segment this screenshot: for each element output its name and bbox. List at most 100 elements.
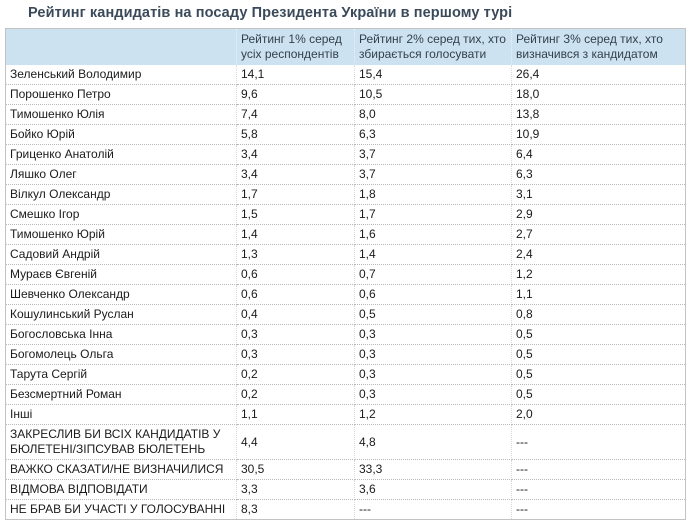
rating-value: 9,6 <box>236 84 355 105</box>
table-row: ВІДМОВА ВІДПОВІДАТИ 3,3 3,6 --- <box>5 479 686 500</box>
rating-value: 0,5 <box>511 344 686 365</box>
table-row: Богомолець Ольга 0,3 0,3 0,5 <box>5 344 686 365</box>
candidate-name: Смешко Ігор <box>5 204 237 225</box>
rating-value: 1,1 <box>236 404 355 425</box>
rating-value: 0,3 <box>354 364 512 385</box>
table-row: Зеленський Володимир 14,1 15,4 26,4 <box>5 65 686 85</box>
rating-value: 33,3 <box>354 459 512 480</box>
rating-value: 1,1 <box>511 284 686 305</box>
candidate-name: Шевченко Олександр <box>5 284 237 305</box>
rating-value: 26,4 <box>511 65 686 85</box>
rating-value: 0,6 <box>236 284 355 305</box>
rating-value: 10,5 <box>354 84 512 105</box>
rating-value: 0,4 <box>236 304 355 325</box>
table-row: Смешко Ігор 1,5 1,7 2,9 <box>5 204 686 225</box>
rating-value: 0,8 <box>511 304 686 325</box>
rating-value: 1,7 <box>354 204 512 225</box>
table-row: Богословська Інна 0,3 0,3 0,5 <box>5 324 686 345</box>
rating-value: 3,4 <box>236 164 355 185</box>
rating-value: 0,3 <box>236 344 355 365</box>
rating-value: 3,4 <box>236 144 355 165</box>
rating-value: 1,5 <box>236 204 355 225</box>
candidate-name: Тимошенко Юрій <box>5 224 237 245</box>
rating-value: 4,4 <box>236 424 355 460</box>
candidate-name: Мураєв Євгеній <box>5 264 237 285</box>
rating-value: 3,6 <box>354 479 512 500</box>
rating-value: 0,5 <box>511 384 686 405</box>
candidate-name: Порошенко Петро <box>5 84 237 105</box>
rating-value: 0,5 <box>354 304 512 325</box>
ratings-table: Рейтинг 1% серед усіх респондентів Рейти… <box>5 28 686 520</box>
table-row: Гриценко Анатолій 3,4 3,7 6,4 <box>5 144 686 165</box>
rating-value: --- <box>511 424 686 460</box>
rating-value: 3,3 <box>236 479 355 500</box>
rating-value: 1,2 <box>354 404 512 425</box>
candidate-name: Бойко Юрій <box>5 124 237 145</box>
table-row: Ляшко Олег 3,4 3,7 6,3 <box>5 164 686 185</box>
rating-value: 5,8 <box>236 124 355 145</box>
rating-value: 15,4 <box>354 65 512 85</box>
table-row: Інші 1,1 1,2 2,0 <box>5 404 686 425</box>
table-row: Тарута Сергій 0,2 0,3 0,5 <box>5 364 686 385</box>
rating-value: 1,4 <box>236 224 355 245</box>
table-row: Порошенко Петро 9,6 10,5 18,0 <box>5 84 686 105</box>
rating-value: 3,1 <box>511 184 686 205</box>
header-row: Рейтинг 1% серед усіх респондентів Рейти… <box>5 28 686 65</box>
table-row: Шевченко Олександр 0,6 0,6 1,1 <box>5 284 686 305</box>
rating-value: 2,7 <box>511 224 686 245</box>
candidate-name: Безсмертний Роман <box>5 384 237 405</box>
rating-value: --- <box>511 499 686 520</box>
rating-value: 6,3 <box>354 124 512 145</box>
rating-value: 1,7 <box>236 184 355 205</box>
candidate-name: Тимошенко Юлія <box>5 104 237 125</box>
rating-value: 0,2 <box>236 384 355 405</box>
header-rating-2-percent: Рейтинг 2% серед тих, хто збирається гол… <box>354 28 512 65</box>
table-row: Тимошенко Юрій 1,4 1,6 2,7 <box>5 224 686 245</box>
table-row: Тимошенко Юлія 7,4 8,0 13,8 <box>5 104 686 125</box>
candidate-name: Богомолець Ольга <box>5 344 237 365</box>
candidate-name: Зеленський Володимир <box>5 65 237 85</box>
candidate-name: Інші <box>5 404 237 425</box>
table-row: Мураєв Євгеній 0,6 0,7 1,2 <box>5 264 686 285</box>
header-rating-3-percent: Рейтинг 3% серед тих, хто визначився з к… <box>511 28 686 65</box>
rating-value: 0,5 <box>511 324 686 345</box>
table-header: Рейтинг 1% серед усіх респондентів Рейти… <box>5 28 686 65</box>
table-row: Вілкул Олександр 1,7 1,8 3,1 <box>5 184 686 205</box>
rating-value: --- <box>511 459 686 480</box>
rating-value: 3,7 <box>354 164 512 185</box>
candidate-name: Вілкул Олександр <box>5 184 237 205</box>
rating-value: 8,0 <box>354 104 512 125</box>
rating-value: 1,8 <box>354 184 512 205</box>
rating-value: 0,3 <box>236 324 355 345</box>
page-title: Рейтинг кандидатів на посаду Президента … <box>28 5 513 21</box>
page: Рейтинг кандидатів на посаду Президента … <box>0 5 690 520</box>
rating-value: 2,0 <box>511 404 686 425</box>
table-row: Садовий Андрій 1,3 1,4 2,4 <box>5 244 686 265</box>
candidate-name: НЕ БРАВ БИ УЧАСТІ У ГОЛОСУВАННІ <box>5 499 237 520</box>
rating-value: 0,6 <box>354 284 512 305</box>
rating-value: 1,4 <box>354 244 512 265</box>
table-body: Зеленський Володимир 14,1 15,4 26,4 Порошенк… <box>5 65 686 520</box>
rating-value: 0,2 <box>236 364 355 385</box>
rating-value: 13,8 <box>511 104 686 125</box>
candidate-name: ВІДМОВА ВІДПОВІДАТИ <box>5 479 237 500</box>
rating-value: 1,6 <box>354 224 512 245</box>
header-rating-1-percent: Рейтинг 1% серед усіх респондентів <box>236 28 355 65</box>
table-row: ЗАКРЕСЛИВ БИ ВСІХ КАНДИДАТІВ У БЮЛЕТЕНІ/… <box>5 424 686 460</box>
rating-value: 4,8 <box>354 424 512 460</box>
candidate-name: Садовий Андрій <box>5 244 237 265</box>
candidate-name: Тарута Сергій <box>5 364 237 385</box>
candidate-name: ВАЖКО СКАЗАТИ/НЕ ВИЗНАЧИЛИСЯ <box>5 459 237 480</box>
candidate-name: Богословська Інна <box>5 324 237 345</box>
candidate-name: Ляшко Олег <box>5 164 237 185</box>
rating-value: 7,4 <box>236 104 355 125</box>
rating-value: 6,4 <box>511 144 686 165</box>
rating-value: 0,5 <box>511 364 686 385</box>
rating-value: 1,2 <box>511 264 686 285</box>
table-row: Бойко Юрій 5,8 6,3 10,9 <box>5 124 686 145</box>
table-row: НЕ БРАВ БИ УЧАСТІ У ГОЛОСУВАННІ 8,3 --- --- <box>5 499 686 520</box>
candidate-name: Кошулинський Руслан <box>5 304 237 325</box>
header-candidate-column <box>5 28 237 65</box>
rating-value: 2,4 <box>511 244 686 265</box>
rating-value: 30,5 <box>236 459 355 480</box>
